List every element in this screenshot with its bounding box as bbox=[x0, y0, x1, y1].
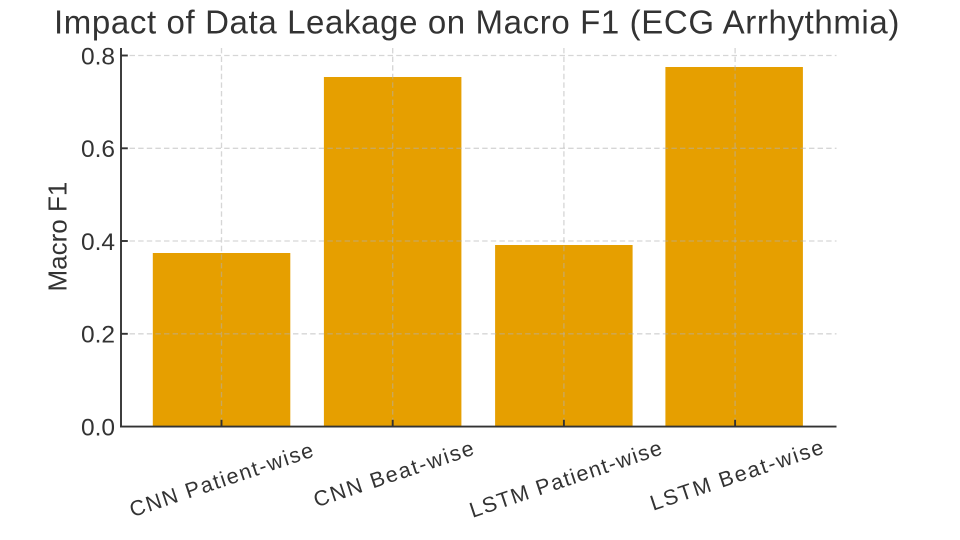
svg-text:0.2: 0.2 bbox=[81, 322, 115, 349]
svg-text:0.6: 0.6 bbox=[81, 136, 115, 163]
svg-text:0.0: 0.0 bbox=[81, 415, 115, 442]
svg-text:0.4: 0.4 bbox=[81, 229, 115, 256]
svg-text:Macro F1: Macro F1 bbox=[43, 182, 73, 292]
svg-text:Impact of Data Leakage on Macr: Impact of Data Leakage on Macro F1 (ECG … bbox=[54, 4, 900, 41]
svg-text:0.8: 0.8 bbox=[81, 43, 115, 70]
